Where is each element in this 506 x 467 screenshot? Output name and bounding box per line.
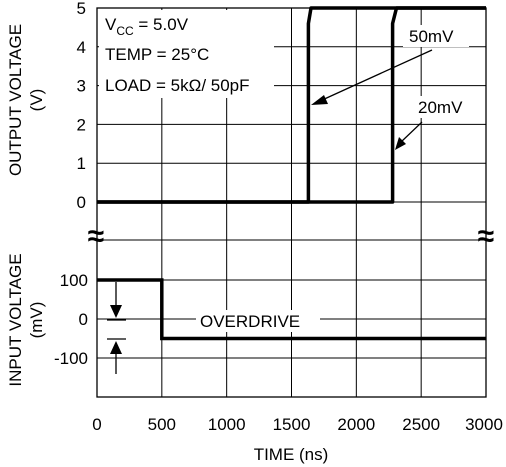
input-y-tick-labels: 100 0 -100 xyxy=(54,271,88,368)
axis-break-right: ≈ xyxy=(478,220,494,253)
output-y-tick-5: 5 xyxy=(77,0,86,18)
series-line-input xyxy=(97,278,486,341)
series-lines xyxy=(97,6,486,341)
output-y-tick-4: 4 xyxy=(77,38,86,57)
arrow-50mv-shaft xyxy=(319,49,433,102)
x-tick-1500: 1500 xyxy=(273,415,311,434)
condition-temp: TEMP = 25°C xyxy=(105,45,209,64)
condition-vcc: VCC = 5.0V xyxy=(105,15,189,38)
series-line-20mV xyxy=(97,6,486,204)
overdrive-arrow-top-head xyxy=(110,305,122,318)
x-tick-3000: 3000 xyxy=(465,415,503,434)
output-y-tick-1: 1 xyxy=(77,154,86,173)
output-y-axis-title-line1: OUTPUT VOLTAGE xyxy=(6,24,25,176)
vcc-prefix: V xyxy=(105,15,117,34)
overdrive-label-bg xyxy=(196,310,320,332)
x-tick-2000: 2000 xyxy=(337,415,375,434)
overdrive-arrow-bottom-head xyxy=(110,341,122,354)
arrow-20mv-head xyxy=(395,137,406,150)
label-20mv-bg xyxy=(413,96,473,118)
output-y-tick-2: 2 xyxy=(77,115,86,134)
x-tick-500: 500 xyxy=(148,415,176,434)
output-y-axis-title: OUTPUT VOLTAGE (V) xyxy=(6,24,46,176)
x-tick-1000: 1000 xyxy=(208,415,246,434)
condition-load: LOAD = 5kΩ/ 50pF xyxy=(105,76,250,95)
series-label-20mv: 20mV xyxy=(418,98,463,117)
x-axis-title: TIME (ns) xyxy=(254,445,329,464)
input-y-tick-100: 100 xyxy=(60,271,88,290)
overdrive-indicator xyxy=(107,282,126,374)
series-label-50mv: 50mV xyxy=(409,27,454,46)
x-tick-0: 0 xyxy=(92,415,101,434)
input-y-axis-title-line2: (mV) xyxy=(27,302,46,339)
output-y-tick-3: 3 xyxy=(77,77,86,96)
arrow-20mv-shaft xyxy=(400,121,423,143)
output-y-tick-labels: 0 1 2 3 4 5 xyxy=(77,0,86,212)
x-tick-2500: 2500 xyxy=(402,415,440,434)
output-y-tick-0: 0 xyxy=(77,193,86,212)
axis-break-left: ≈ xyxy=(88,220,104,253)
conditions-box-bg xyxy=(99,10,274,98)
input-y-axis-title: INPUT VOLTAGE (mV) xyxy=(6,253,46,386)
arrow-50mv-head xyxy=(311,95,328,105)
input-y-tick--100: -100 xyxy=(54,349,88,368)
overdrive-label: OVERDRIVE xyxy=(200,312,300,331)
vcc-subscript: CC xyxy=(116,24,134,38)
input-y-axis-title-line1: INPUT VOLTAGE xyxy=(6,253,25,386)
output-y-axis-title-line2: (V) xyxy=(27,89,46,112)
input-y-tick-0: 0 xyxy=(79,310,88,329)
vcc-value: = 5.0V xyxy=(134,15,189,34)
x-tick-labels: 0 500 1000 1500 2000 2500 3000 xyxy=(92,415,503,434)
label-50mv-bg xyxy=(403,25,469,47)
